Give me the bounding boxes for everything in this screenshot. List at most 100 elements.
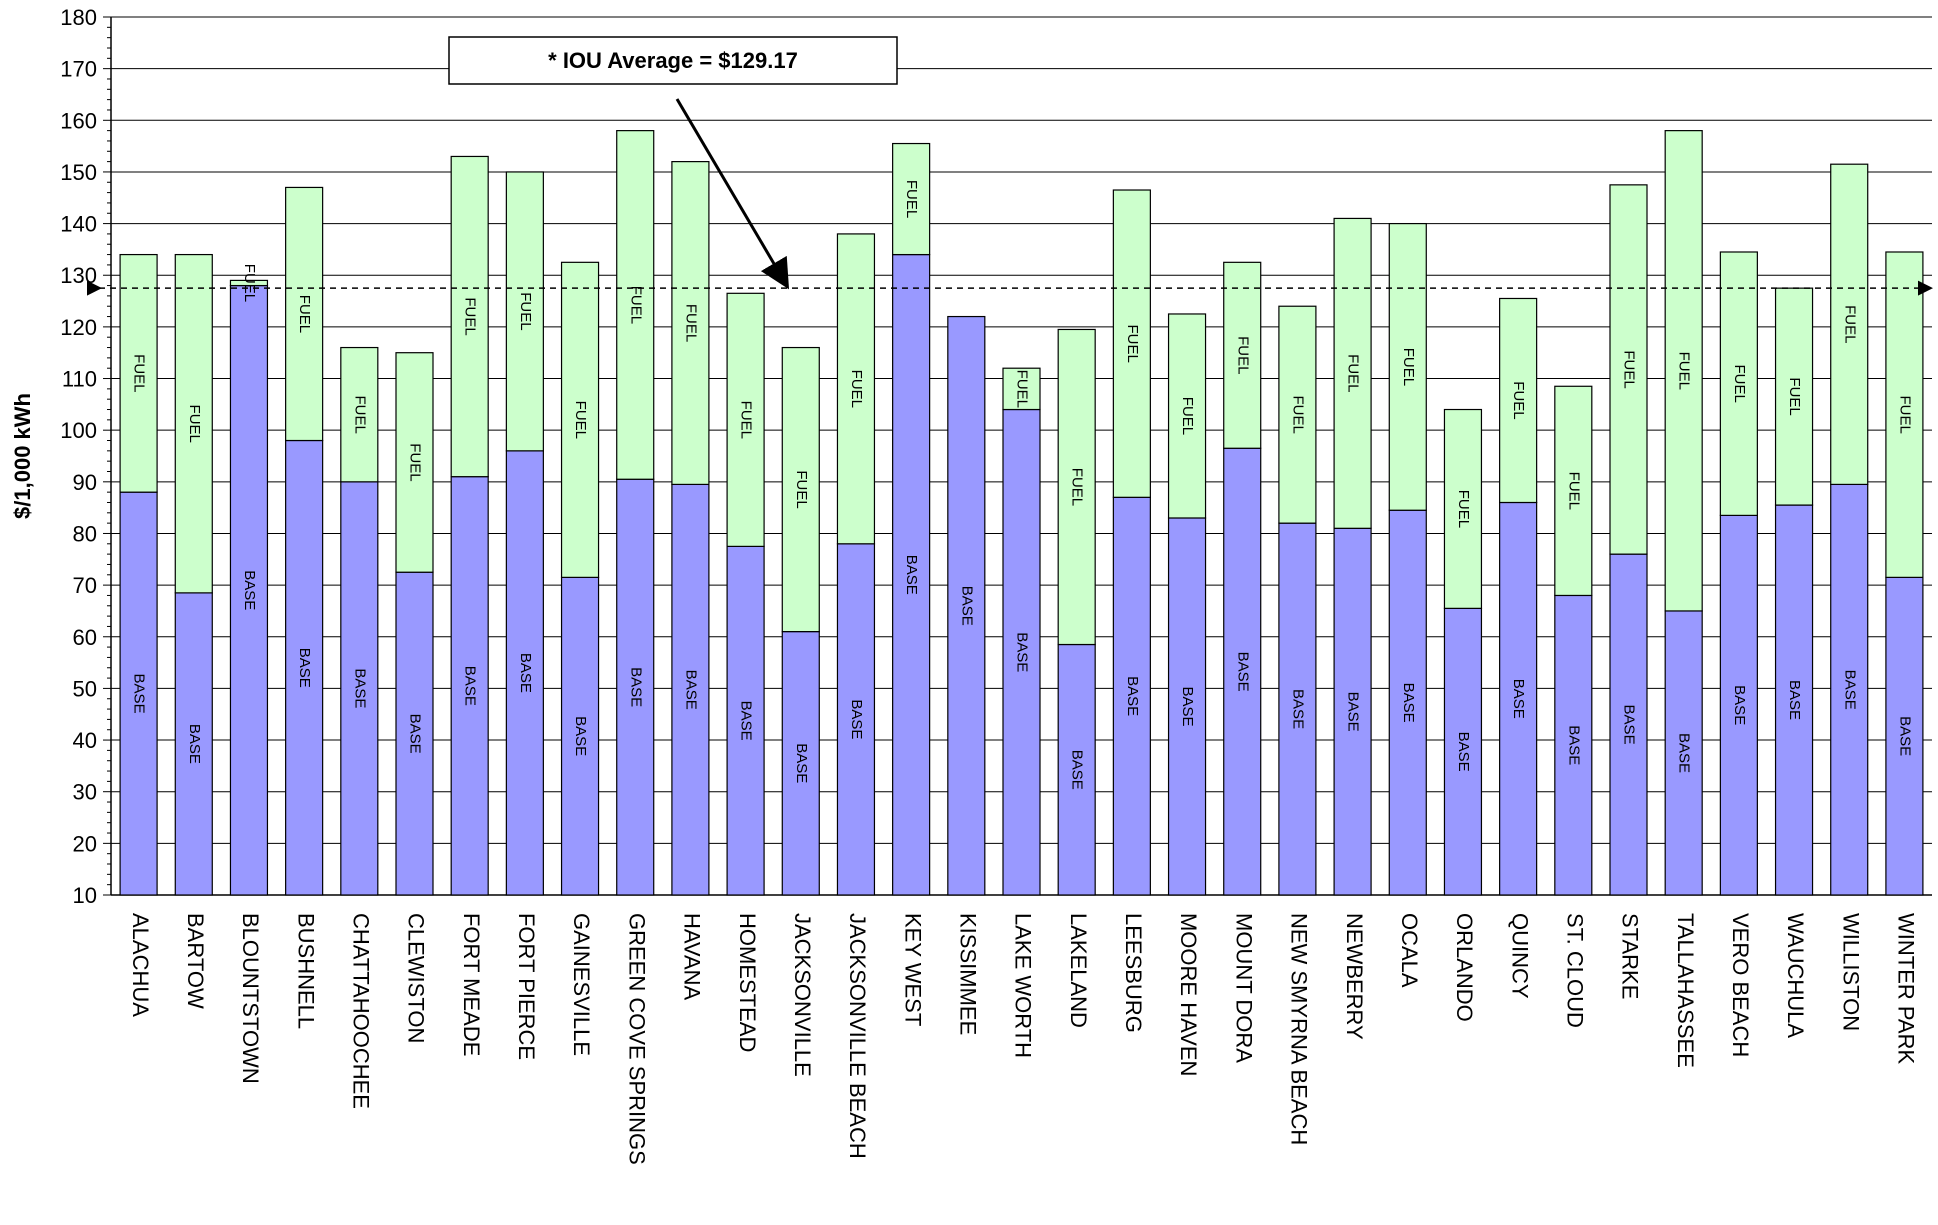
bar-segment xyxy=(892,142,931,256)
bar-segment xyxy=(1774,287,1814,506)
bar-segment xyxy=(1333,217,1372,529)
y-tick-label: 120 xyxy=(60,315,97,340)
bar-segment xyxy=(1499,297,1538,504)
segment-label: BASE xyxy=(1124,676,1141,716)
bar-segment xyxy=(1278,305,1317,524)
bar-segment xyxy=(1167,517,1207,896)
segment-label: FUEL xyxy=(241,264,258,302)
x-tick-label: LAKE WORTH xyxy=(1011,913,1036,1058)
y-tick-label: 170 xyxy=(60,57,97,82)
x-tick-label: CLEWISTON xyxy=(404,913,429,1043)
x-tick-label: NEWBERRY xyxy=(1342,913,1367,1040)
y-tick-label: 90 xyxy=(73,470,97,495)
x-tick-label: WAUCHULA xyxy=(1783,913,1808,1038)
annotation-box xyxy=(448,36,898,85)
segment-label: FUEL xyxy=(407,443,424,481)
x-tick-label: BARTOW xyxy=(183,913,208,1009)
x-tick-label: STARKE xyxy=(1618,913,1643,999)
bar-segment xyxy=(285,439,324,896)
bar-segment xyxy=(395,571,434,896)
segment-label: FUEL xyxy=(1345,354,1362,392)
segment-label: BASE xyxy=(1014,632,1031,672)
segment-label: BASE xyxy=(351,668,368,708)
segment-label: BASE xyxy=(1676,733,1693,773)
bar-segment xyxy=(1388,509,1427,896)
segment-label: FUEL xyxy=(1179,397,1196,435)
bar-segment xyxy=(1057,643,1096,896)
bar-segment xyxy=(505,171,544,452)
segment-label: FUEL xyxy=(572,401,589,439)
segment-label: FUEL xyxy=(1565,472,1582,510)
y-tick-label: 150 xyxy=(60,160,97,185)
bar-segment xyxy=(1278,522,1317,896)
bar-segment xyxy=(1223,447,1262,896)
bar-segment xyxy=(560,261,600,578)
bar-segment xyxy=(671,483,710,896)
bar-segment xyxy=(119,491,158,896)
y-tick-label: 110 xyxy=(62,367,97,392)
segment-label: BASE xyxy=(1896,716,1913,756)
segment-label: BASE xyxy=(1289,689,1306,729)
x-tick-label: GREEN COVE SPRINGS xyxy=(624,913,649,1165)
x-tick-label: GAINESVILLE xyxy=(569,913,594,1056)
segment-label: BASE xyxy=(131,674,148,714)
segment-label: FUEL xyxy=(1510,381,1527,419)
x-tick-label: HOMESTEAD xyxy=(735,913,760,1052)
bar-segment xyxy=(505,450,544,896)
bar-segment xyxy=(836,543,876,896)
segment-label: BASE xyxy=(682,670,699,710)
y-tick-label: 180 xyxy=(60,5,97,30)
x-tick-label: CHATTAHOOCHEE xyxy=(349,913,374,1109)
bar-segment xyxy=(229,284,269,896)
segment-label: FUEL xyxy=(1400,348,1417,386)
segment-label: FUEL xyxy=(517,292,534,330)
bar-segment xyxy=(1554,385,1593,597)
segment-label: FUEL xyxy=(1841,305,1858,343)
segment-label: FUEL xyxy=(1014,370,1031,408)
segment-label: BASE xyxy=(1069,750,1086,790)
bar-segment xyxy=(1499,501,1538,896)
bar-segment xyxy=(1885,251,1924,578)
x-tick-label: WILLISTON xyxy=(1838,913,1863,1031)
x-tick-label: LAKELAND xyxy=(1066,913,1091,1028)
segment-label: FUEL xyxy=(1621,350,1638,388)
segment-label: FUEL xyxy=(627,286,644,324)
bar-segment xyxy=(1443,408,1483,609)
segment-label: BASE xyxy=(1455,732,1472,772)
bar-segment xyxy=(726,292,765,547)
y-tick-label: 80 xyxy=(73,521,97,546)
bar-segment xyxy=(1333,527,1372,896)
segment-label: FUEL xyxy=(1234,336,1251,374)
x-tick-label: MOUNT DORA xyxy=(1231,913,1256,1063)
segment-label: FUEL xyxy=(186,405,203,443)
segment-label: BASE xyxy=(958,586,975,626)
bar-segment xyxy=(1719,251,1758,516)
bar-segment xyxy=(1388,222,1427,511)
x-tick-label: ORLANDO xyxy=(1452,913,1477,1022)
segment-label: BASE xyxy=(1731,685,1748,725)
segment-label: BASE xyxy=(241,570,258,610)
segment-label: BASE xyxy=(1510,679,1527,719)
y-tick-label: 40 xyxy=(73,728,97,753)
segment-label: BASE xyxy=(1400,683,1417,723)
y-tick-label: 50 xyxy=(73,676,97,701)
bar-segment xyxy=(450,155,489,478)
segment-label: FUEL xyxy=(1289,396,1306,434)
segment-label: FUEL xyxy=(738,401,755,439)
bar-segment xyxy=(1112,496,1151,896)
segment-label: FUEL xyxy=(462,297,479,335)
segment-label: BASE xyxy=(1841,670,1858,710)
x-tick-label: MOORE HAVEN xyxy=(1176,913,1201,1076)
bar-segment xyxy=(781,346,820,633)
bar-segment xyxy=(1609,553,1648,896)
segment-label: BASE xyxy=(186,724,203,764)
x-tick-label: JACKSONVILLE BEACH xyxy=(845,913,870,1159)
segment-label: FUEL xyxy=(1786,377,1803,415)
bar-segment xyxy=(174,253,213,594)
bar-segment xyxy=(1609,184,1648,555)
bar-segment xyxy=(285,186,324,442)
x-tick-label: KEY WEST xyxy=(900,913,925,1026)
bar-segment xyxy=(1830,163,1869,486)
segment-label: BASE xyxy=(793,743,810,783)
